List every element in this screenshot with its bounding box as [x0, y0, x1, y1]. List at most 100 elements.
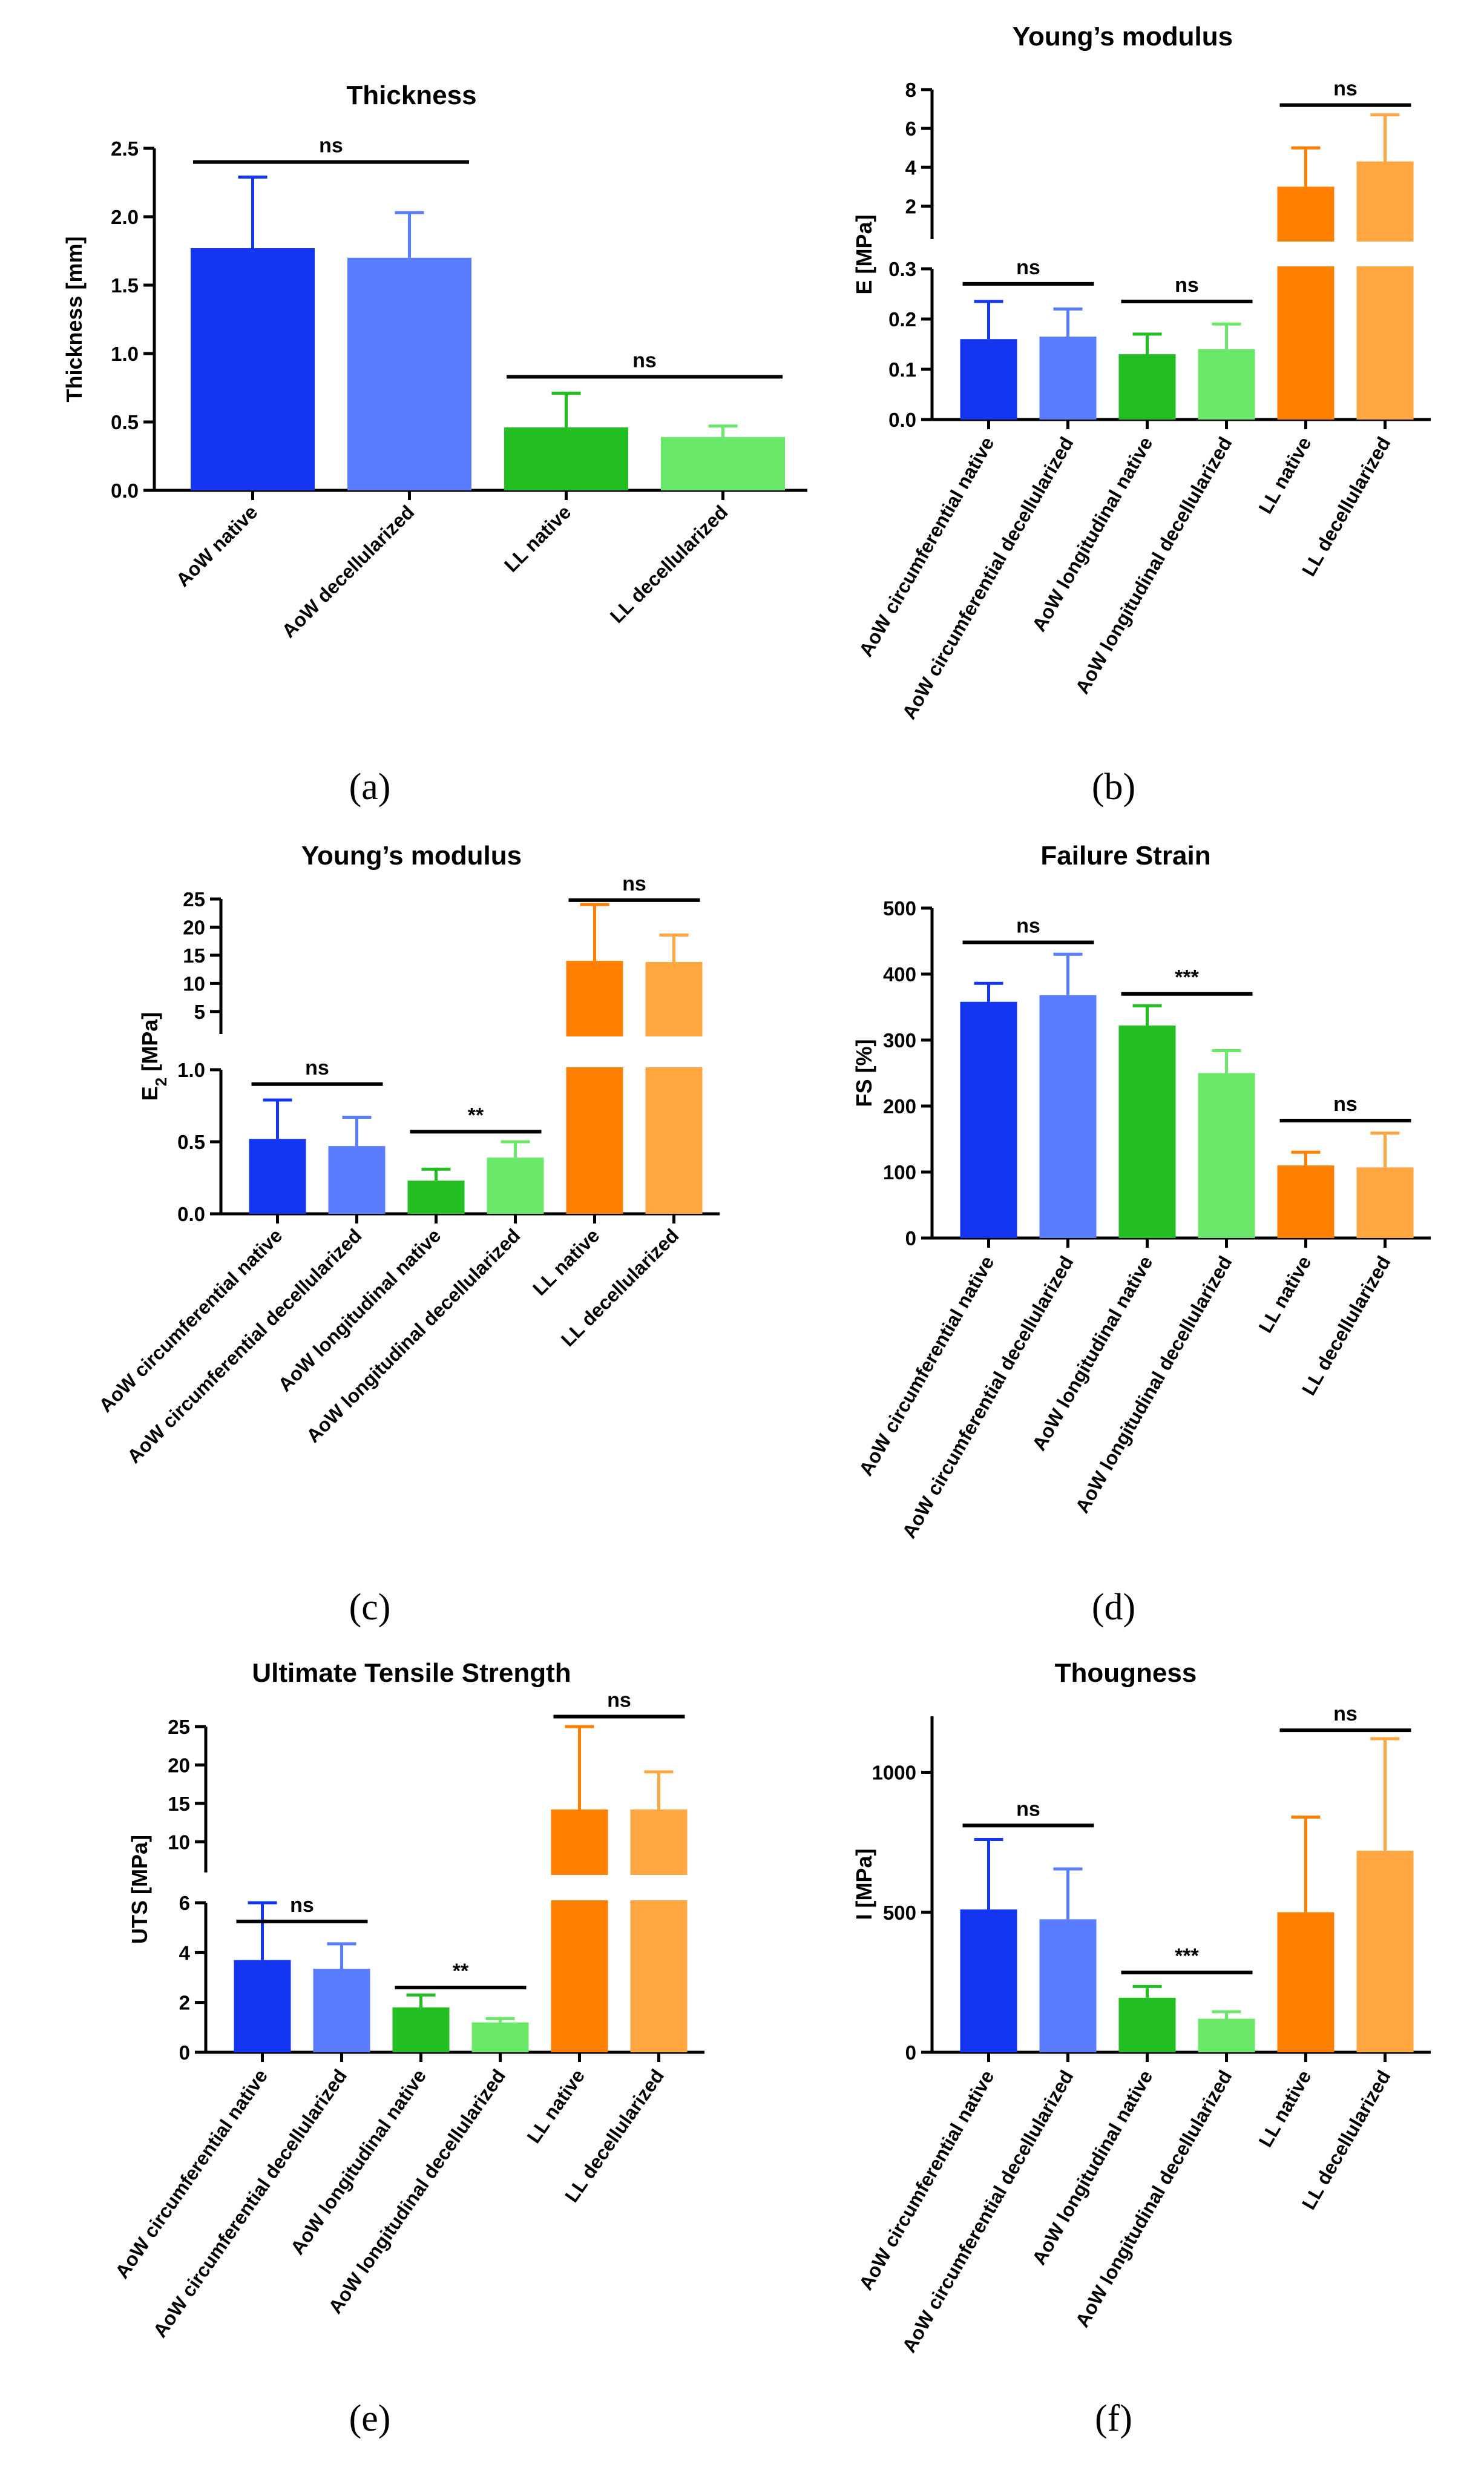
- y-tick-label: 20: [183, 916, 205, 938]
- category-label: AoW circumferential decellularized: [898, 1253, 1078, 1542]
- chart-title: Young’s modulus: [1013, 22, 1233, 51]
- y-tick-label: 15: [183, 944, 205, 967]
- y-tick-label: 0: [905, 2041, 916, 2064]
- axis-break-gap: [208, 1875, 707, 1900]
- chart-title: Ultimate Tensile Strength: [252, 1658, 571, 1688]
- category-label: LL decellularized: [606, 501, 732, 627]
- y-tick-label: 0: [905, 1227, 916, 1250]
- chart-title: Thickness: [346, 81, 476, 110]
- y-tick-label: 1.5: [111, 274, 139, 297]
- bar: [1277, 1912, 1335, 2052]
- y-tick-label: 0.3: [888, 258, 916, 280]
- category-label: LL native: [500, 501, 575, 576]
- category-label: AoW circumferential native: [111, 2065, 272, 2282]
- y-tick-label: 1000: [872, 1762, 916, 1784]
- y-tick-label: 500: [883, 897, 916, 920]
- chart-panel-d: Failure Strain 0 100 200 300 400 500 AoW circum…: [852, 841, 1431, 1628]
- bar: [1198, 2018, 1255, 2052]
- chart-panel-e: Ultimate Tensile Strength 0 2 4 6 10 15 20 25 AoW…: [111, 1658, 707, 2439]
- chart-panel-f: Thougness 0 500 1000 AoW circumferential nat…: [852, 1658, 1431, 2439]
- category-label: AoW longitudinal native: [286, 2065, 431, 2258]
- bar: [504, 427, 628, 490]
- axis-break-gap: [223, 1036, 722, 1067]
- bar: [645, 962, 703, 1214]
- category-label: AoW native: [172, 501, 262, 591]
- significance-label: ns: [1016, 1797, 1040, 1820]
- y-tick-label: 2.0: [111, 206, 139, 228]
- significance-label: ns: [1016, 915, 1040, 938]
- category-label: AoW circumferential native: [855, 2067, 998, 2294]
- bar: [1118, 354, 1176, 420]
- category-label: LL native: [1254, 1253, 1315, 1337]
- bar: [960, 1001, 1017, 1238]
- bar: [1277, 186, 1335, 420]
- significance-label: ns: [305, 1056, 329, 1079]
- bar: [392, 2007, 450, 2052]
- bar: [249, 1139, 306, 1214]
- chart-title: Failure Strain: [1040, 841, 1210, 871]
- chart-panel-a: Thickness 0.0 0.5 1.0 1.5 2.0 2.5 AoW native AoW…: [62, 81, 807, 808]
- y-tick-label: 1.0: [177, 1059, 205, 1081]
- significance-label: ns: [319, 134, 343, 157]
- bar: [1198, 349, 1255, 420]
- y-tick-label: 5: [194, 1001, 205, 1023]
- y-axis-label: FS [%]: [852, 1039, 876, 1107]
- bar: [1356, 1851, 1414, 2052]
- category-label: LL decellularized: [1298, 2067, 1395, 2213]
- category-label: AoW circumferential decellularized: [898, 433, 1078, 723]
- y-tick-label: 300: [883, 1029, 916, 1052]
- y-tick-label: 25: [183, 888, 205, 911]
- significance-label: ns: [1016, 256, 1040, 279]
- bar: [1039, 995, 1097, 1238]
- bar: [191, 248, 315, 490]
- bar: [1039, 337, 1097, 420]
- bar: [328, 1146, 386, 1214]
- y-tick-label: 400: [883, 963, 916, 986]
- bar: [234, 1960, 291, 2052]
- chart-title: Young’s modulus: [301, 841, 522, 871]
- y-tick-label: 20: [168, 1754, 190, 1776]
- significance-label: ns: [607, 1689, 631, 1712]
- y-tick-label: 2.5: [111, 137, 139, 160]
- category-label: AoW longitudinal decellularized: [1071, 1253, 1236, 1517]
- significance-label: ns: [622, 872, 646, 895]
- category-label: AoW longitudinal decellularized: [324, 2065, 510, 2317]
- bar: [566, 961, 623, 1214]
- panel-label: (a): [349, 766, 391, 808]
- bar: [347, 257, 471, 490]
- bar: [960, 1909, 1017, 2052]
- bar: [1198, 1073, 1255, 1238]
- bar: [1356, 161, 1414, 420]
- y-tick-label: 4: [179, 1941, 191, 1964]
- bar: [407, 1181, 465, 1214]
- y-axis-label: I [MPa]: [852, 1848, 876, 1920]
- significance-label: ***: [1175, 1945, 1199, 1968]
- y-tick-label: 2: [179, 1992, 190, 2014]
- category-label: AoW longitudinal decellularized: [1071, 433, 1236, 698]
- chart-title: Thougness: [1055, 1658, 1197, 1688]
- panel-label: (e): [349, 2398, 391, 2439]
- y-tick-label: 100: [883, 1161, 916, 1184]
- y-tick-label: 0.0: [888, 409, 916, 431]
- y-tick-label: 6: [905, 117, 916, 140]
- y-tick-label: 200: [883, 1095, 916, 1118]
- y-tick-label: 0.0: [111, 479, 139, 502]
- axis-break-gap: [934, 242, 1433, 266]
- panel-label: (b): [1092, 766, 1135, 808]
- bar: [313, 1969, 370, 2052]
- y-tick-label: 25: [168, 1716, 190, 1738]
- y-tick-label: 0.2: [888, 308, 916, 331]
- panel-label: (c): [349, 1587, 391, 1628]
- category-label: LL decellularized: [1298, 1253, 1395, 1399]
- y-tick-label: 15: [168, 1793, 190, 1815]
- category-label: LL native: [1254, 2067, 1315, 2151]
- y-axis-label: UTS [MPa]: [127, 1835, 152, 1944]
- category-label: LL decellularized: [1298, 433, 1395, 580]
- bar: [471, 2022, 529, 2052]
- category-label: LL native: [523, 2065, 589, 2147]
- significance-label: ***: [1175, 966, 1199, 989]
- y-tick-label: 1.0: [111, 343, 139, 365]
- y-tick-label: 4: [905, 156, 917, 179]
- bar: [630, 1809, 688, 2052]
